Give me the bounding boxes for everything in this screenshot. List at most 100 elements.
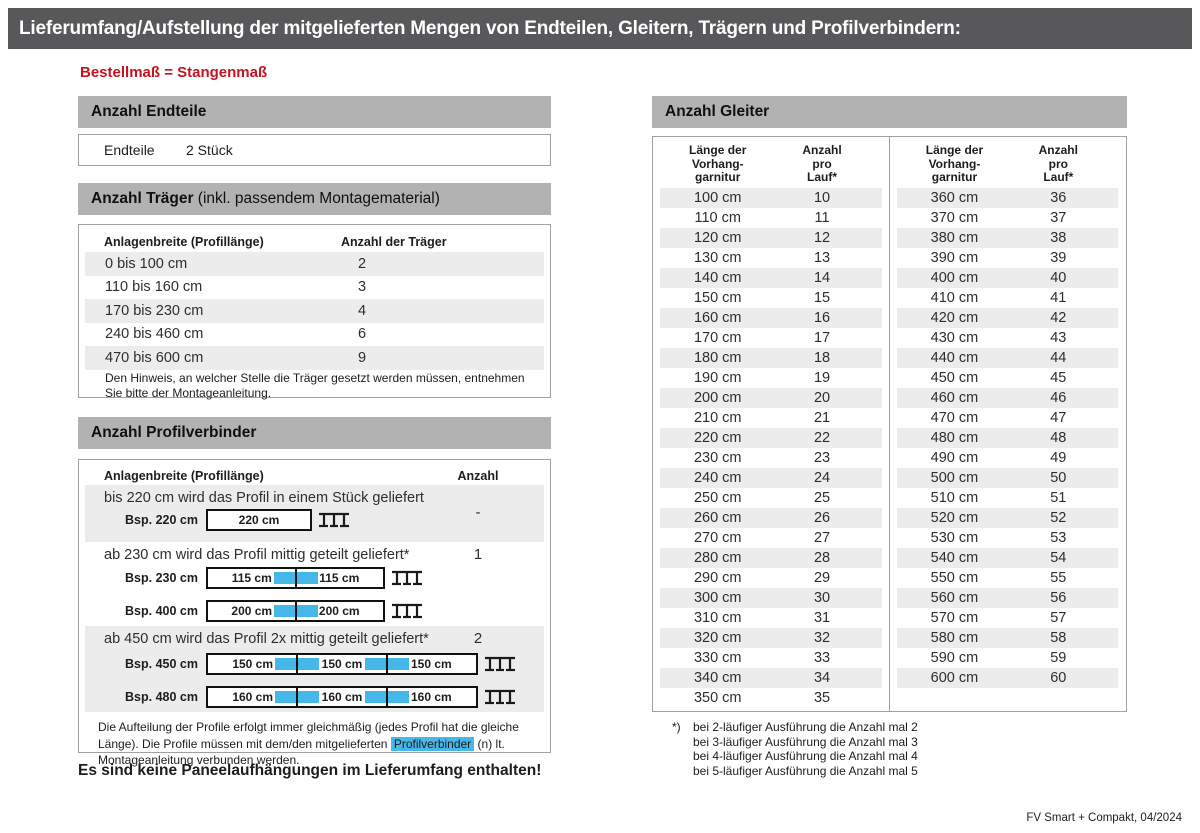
gleiter-row: 530 cm 53 <box>897 528 1118 548</box>
header-line: Vorhang- <box>691 156 744 171</box>
gleiter-row-count: 48 <box>1050 430 1067 446</box>
example-label: Bsp. 480 cm <box>125 690 198 704</box>
profile-joint-line <box>385 688 388 706</box>
gleiter-row-count: 14 <box>813 270 831 286</box>
title-bar: Lieferumfang/Aufstellung der mitgeliefer… <box>8 8 1192 49</box>
gleiter-row: 350 cm 35 <box>660 688 882 708</box>
gleiter-row-length: 420 cm <box>930 310 979 326</box>
header-line: garnitur <box>695 170 741 184</box>
gleiter-row: 550 cm 55 <box>897 568 1118 588</box>
gleiter-row-length: 240 cm <box>693 470 742 486</box>
gleiter-row-length: 560 cm <box>930 590 979 606</box>
gleiter-row: 280 cm 28 <box>660 548 882 568</box>
profile-example-row: Bsp. 480 cm 160 cm 160 cm 160 cm <box>98 686 516 708</box>
profilverbinder-section-title: Anzahl Profilverbinder <box>91 424 257 441</box>
header-line: Lauf* <box>807 170 838 184</box>
endteile-box: Endteile 2 Stück <box>78 134 551 166</box>
gleiter-row-length: 180 cm <box>693 350 742 366</box>
profilverbinder-col-count-header: Anzahl <box>457 469 499 483</box>
profile-bar: 160 cm 160 cm 160 cm <box>206 686 478 708</box>
traeger-section-title: Anzahl Träger <box>91 190 194 207</box>
traeger-row-count: 9 <box>358 349 367 366</box>
profile-segment-label: 150 cm <box>232 657 274 671</box>
gleiter-row-length: 190 cm <box>693 370 742 386</box>
gleiter-row: 120 cm 12 <box>660 228 882 248</box>
profile-joint-line <box>294 569 297 587</box>
profilverbinder-col-width-header: Anlagenbreite (Profillänge) <box>104 469 264 483</box>
gleiter-row-length: 300 cm <box>693 590 742 606</box>
profile-joint-line <box>296 688 299 706</box>
gleiter-row: 320 cm 32 <box>660 628 882 648</box>
footnote-line: bei 5-läufiger Ausführung die Anzahl mal… <box>693 763 918 778</box>
gleiter-row: 220 cm 22 <box>660 428 882 448</box>
gleiter-row: 440 cm 44 <box>897 348 1118 368</box>
traeger-row-range: 470 bis 600 cm <box>105 349 204 366</box>
gleiter-row-length: 460 cm <box>930 390 979 406</box>
gleiter-row-count: 49 <box>1050 450 1067 466</box>
gleiter-row-count: 15 <box>813 290 831 306</box>
profile-example-row: Bsp. 220 cm 220 cm <box>98 509 350 531</box>
gleiter-row-length: 160 cm <box>693 310 742 326</box>
gleiter-row-length: 150 cm <box>693 290 742 306</box>
gleiter-row: 450 cm 45 <box>897 368 1118 388</box>
section-text: bis 220 cm wird das Profil in einem Stüc… <box>104 490 424 506</box>
profile-segment-label: 200 cm <box>318 604 360 618</box>
subtitle-bestellmass: Bestellmaß = Stangenmaß <box>80 64 268 81</box>
endteile-label: Endteile <box>104 142 155 158</box>
gleiter-row-count: 31 <box>813 610 831 626</box>
gleiter-row-length: 500 cm <box>930 470 979 486</box>
gleiter-row-length: 220 cm <box>693 430 742 446</box>
gleiter-row: 430 cm 43 <box>897 328 1118 348</box>
gleiter-row-count: 37 <box>1050 210 1067 226</box>
gleiter-row-length: 490 cm <box>930 450 979 466</box>
traeger-row-count: 2 <box>358 255 367 272</box>
traeger-row-range: 240 bis 460 cm <box>105 326 204 343</box>
gleiter-row-count: 52 <box>1050 510 1067 526</box>
gleiter-row-count: 28 <box>813 550 831 566</box>
profilverbinder-section-header: Anzahl Profilverbinder <box>78 417 551 449</box>
header-line: Anzahl <box>802 143 842 157</box>
gleiter-row: 180 cm 18 <box>660 348 882 368</box>
gleiter-row: 500 cm 50 <box>897 468 1118 488</box>
gleiter-row-count: 38 <box>1050 230 1067 246</box>
gleiter-row-count: 34 <box>813 670 831 686</box>
gleiter-row: 340 cm 34 <box>660 668 882 688</box>
gleiter-row-count: 11 <box>814 210 830 226</box>
gleiter-row-length: 260 cm <box>693 510 742 526</box>
profile-segment-label: 115 cm <box>231 571 272 585</box>
profile-segment-label: 150 cm <box>410 657 452 671</box>
traeger-row: 470 bis 600 cm 9 <box>85 346 544 370</box>
profile-cross-section-icon <box>391 600 423 622</box>
gleiter-row-length: 170 cm <box>693 330 742 346</box>
gleiter-row: 410 cm 41 <box>897 288 1118 308</box>
gleiter-row-count: 21 <box>813 410 831 426</box>
gleiter-row-length: 230 cm <box>693 450 742 466</box>
header-line: Anzahl <box>1038 143 1078 157</box>
gleiter-row-count: 41 <box>1050 290 1067 306</box>
section-examples: Bsp. 450 cm 150 cm 150 cm 150 cm Bsp. 480 cm… <box>98 653 516 719</box>
gleiter-row-count: 55 <box>1050 570 1067 586</box>
traeger-row: 170 bis 230 cm 4 <box>85 299 544 323</box>
section-text: ab 450 cm wird das Profil 2x mittig gete… <box>104 631 429 647</box>
section-text: ab 230 cm wird das Profil mittig geteilt… <box>104 547 410 563</box>
traeger-table: Anlagenbreite (Profillänge) Anzahl der T… <box>78 224 551 400</box>
gleiter-row-length: 520 cm <box>930 510 979 526</box>
footnote-line: bei 3-läufiger Ausführung die Anzahl mal… <box>693 734 918 749</box>
gleiter-row: 570 cm 57 <box>897 608 1118 628</box>
gleiter-right-header: Länge der Vorhang- garnitur Anzahl pro L… <box>897 143 1118 185</box>
gleiter-row: 540 cm 54 <box>897 548 1118 568</box>
profile-cross-section-icon <box>484 686 516 708</box>
gleiter-row: 400 cm 40 <box>897 268 1118 288</box>
gleiter-row: 420 cm 42 <box>897 308 1118 328</box>
gleiter-row: 370 cm 37 <box>897 208 1118 228</box>
gleiter-table: Länge der Vorhang- garnitur Anzahl pro L… <box>652 136 1127 712</box>
footnote-line: bei 4-läufiger Ausführung die Anzahl mal… <box>693 749 918 764</box>
gleiter-row-length: 530 cm <box>930 530 979 546</box>
gleiter-row-count: 53 <box>1050 530 1067 546</box>
profile-bar: 115 cm 115 cm <box>206 567 385 589</box>
footnote-text: bei 2-läufiger Ausführung die Anzahl mal… <box>693 720 918 734</box>
gleiter-row: 520 cm 52 <box>897 508 1118 528</box>
profile-segment-label: 220 cm <box>238 513 280 527</box>
gleiter-row-count: 12 <box>813 230 831 246</box>
profilverbinder-section-split-twice: ab 450 cm wird das Profil 2x mittig gete… <box>85 626 544 712</box>
